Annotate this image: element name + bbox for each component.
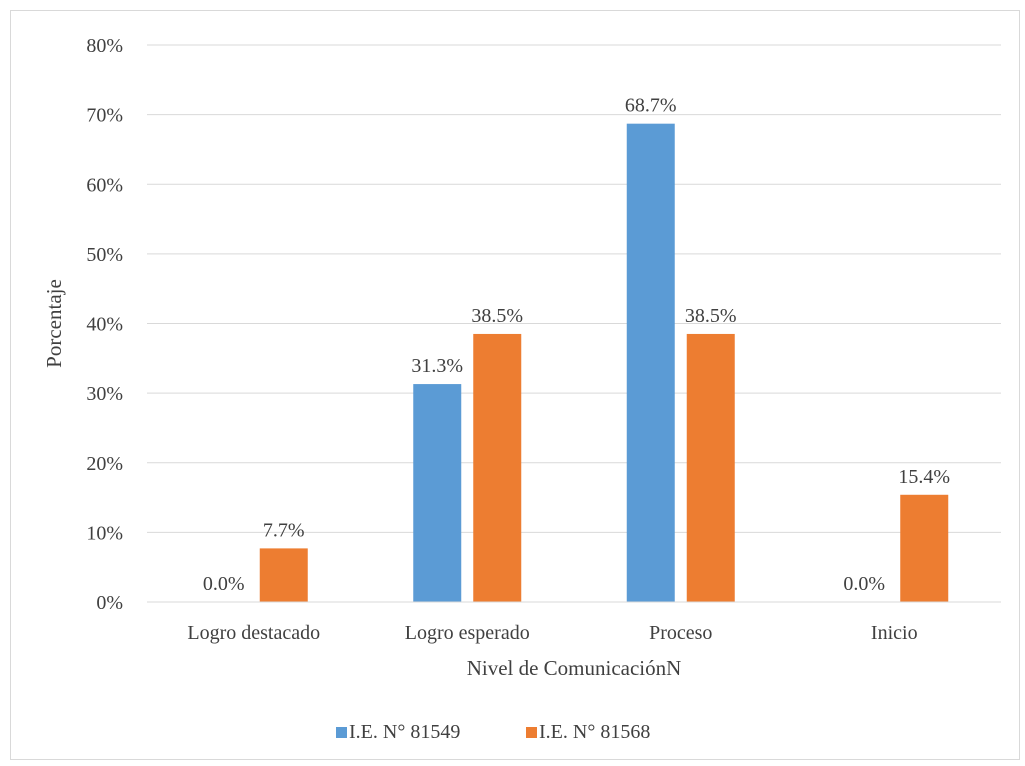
bar [413, 384, 462, 602]
y-tick-label: 10% [86, 522, 123, 544]
y-tick-label: 80% [86, 35, 123, 57]
bar-chart: 0% 10% 20% 30% 40% 50% 60% 70% 80% 0.0% 7.7% 31.3%… [42, 35, 1001, 743]
legend-swatch [336, 727, 347, 738]
x-tick-label: Logro esperado [405, 622, 530, 644]
data-label: 0.0% [203, 573, 245, 595]
data-label: 68.7% [625, 95, 677, 117]
bars [259, 123, 949, 603]
data-label: 7.7% [263, 519, 305, 541]
x-tick-label: Logro destacado [187, 622, 320, 644]
y-tick-label: 50% [86, 244, 123, 266]
bar [626, 123, 675, 603]
legend-label: I.E. N° 81549 [349, 721, 460, 743]
legend-label: I.E. N° 81568 [539, 721, 650, 743]
bar [686, 333, 735, 602]
data-label: 0.0% [843, 573, 885, 595]
y-axis-title: Porcentaje [42, 279, 66, 368]
legend-item: I.E. N° 81549 [336, 721, 460, 743]
bar [259, 548, 308, 602]
legend-swatch [526, 727, 537, 738]
y-tick-label: 0% [96, 592, 123, 614]
legend-item: I.E. N° 81568 [526, 721, 650, 743]
y-tick-label: 30% [86, 383, 123, 405]
x-tick-label: Inicio [871, 622, 918, 644]
data-labels: 0.0% 7.7% 31.3% 38.5% 68.7% 38.5% 0.0% 15.4% [203, 95, 950, 595]
y-tick-label: 70% [86, 105, 123, 127]
y-tick-label: 20% [86, 453, 123, 475]
legend: I.E. N° 81549 I.E. N° 81568 [336, 721, 650, 743]
data-label: 15.4% [898, 466, 950, 488]
bar [900, 494, 949, 602]
y-tick-label: 40% [86, 314, 123, 336]
x-axis-title: Nivel de ComunicaciónN [467, 656, 682, 680]
x-tick-label: Proceso [649, 622, 712, 644]
chart-frame: 0% 10% 20% 30% 40% 50% 60% 70% 80% 0.0% 7.7% 31.3%… [10, 10, 1020, 760]
bar [473, 333, 522, 602]
data-label: 38.5% [685, 305, 737, 327]
data-label: 31.3% [411, 355, 463, 377]
x-axis-ticks: Logro destacado Logro esperado Proceso Inic… [187, 622, 917, 644]
y-axis-ticks: 0% 10% 20% 30% 40% 50% 60% 70% 80% [86, 35, 123, 614]
y-tick-label: 60% [86, 174, 123, 196]
gridlines [147, 44, 1001, 533]
data-label: 38.5% [471, 305, 523, 327]
